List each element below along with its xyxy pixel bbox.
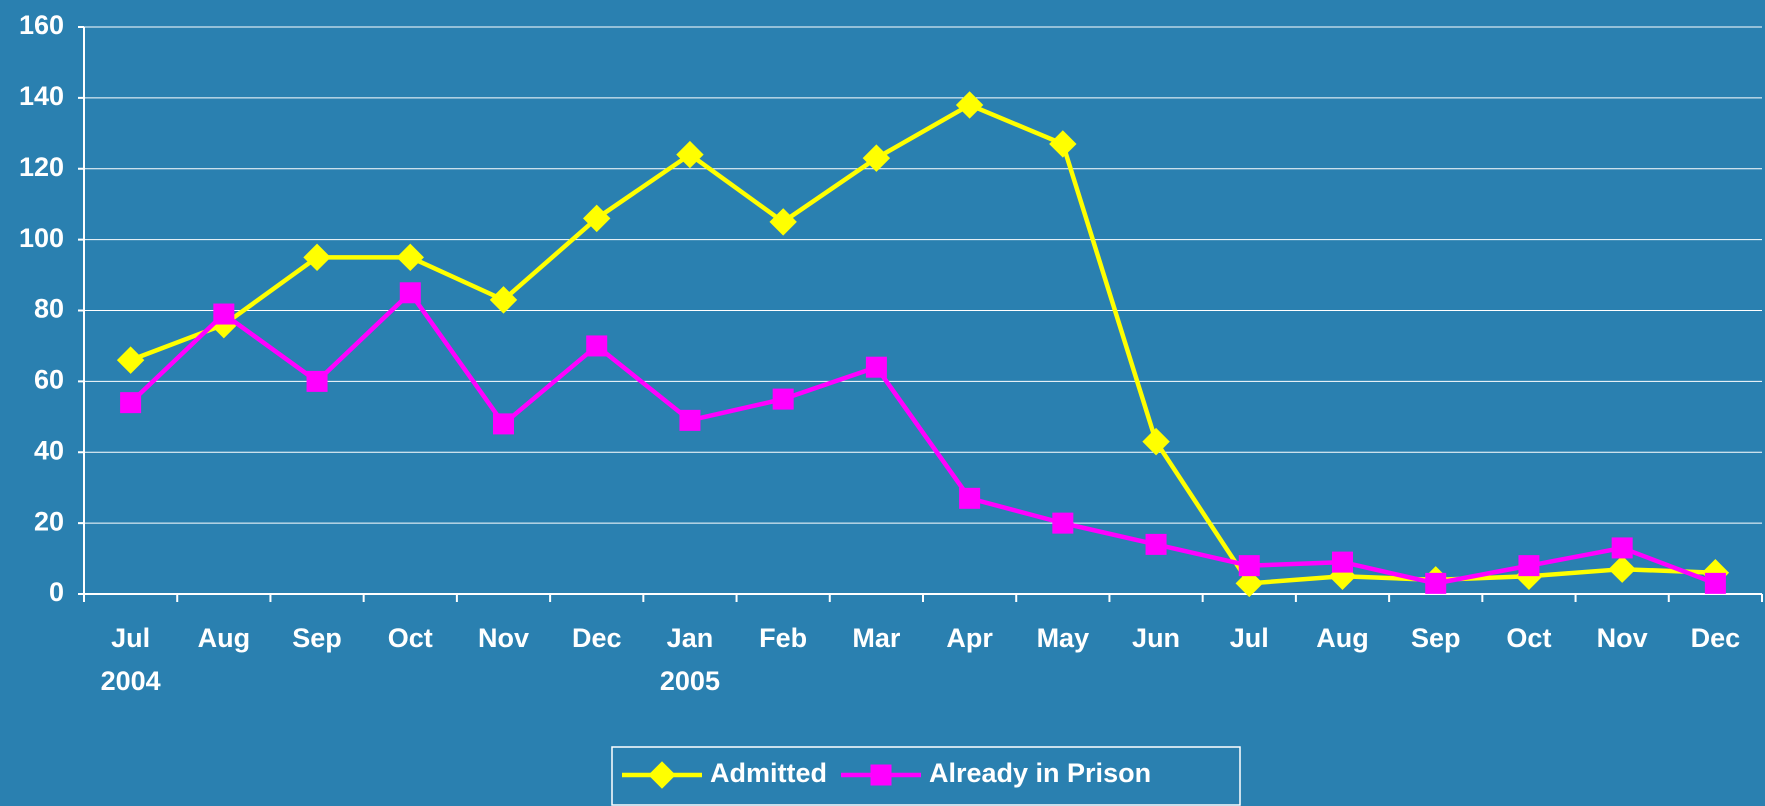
point xyxy=(1238,555,1260,577)
point xyxy=(1332,551,1353,573)
point xyxy=(1611,537,1633,559)
point xyxy=(303,243,331,272)
point xyxy=(865,356,887,378)
point xyxy=(493,413,514,435)
point xyxy=(306,370,328,392)
y-tick-label: 80 xyxy=(34,294,64,324)
point xyxy=(1145,533,1167,555)
y-tick-label: 120 xyxy=(19,152,64,182)
point xyxy=(1052,512,1074,534)
point xyxy=(1235,569,1263,598)
x-tick-label: Mar xyxy=(852,623,901,653)
x-tick-label: Aug xyxy=(198,623,250,653)
legend-label: Already in Prison xyxy=(929,758,1151,788)
point xyxy=(399,282,421,304)
point xyxy=(120,392,142,414)
y-tick-label: 20 xyxy=(34,506,64,536)
x-tick-label: Feb xyxy=(759,623,807,653)
y-tick-label: 40 xyxy=(34,435,64,465)
point xyxy=(1425,572,1447,594)
legend-box xyxy=(611,746,1241,806)
point xyxy=(1049,130,1077,158)
x-tick-label: Oct xyxy=(388,623,433,653)
y-tick-label: 140 xyxy=(19,81,64,111)
point xyxy=(116,346,145,374)
x-tick-label: Dec xyxy=(572,623,622,653)
point xyxy=(772,388,794,410)
x-tick-label: Sep xyxy=(292,623,342,653)
series-line xyxy=(129,102,1716,586)
point xyxy=(1704,572,1726,594)
y-tick-label: 0 xyxy=(49,577,64,607)
x-tick-label: Jan xyxy=(667,623,714,653)
point xyxy=(1142,427,1170,456)
point xyxy=(862,144,891,172)
series-line xyxy=(129,290,1717,586)
point xyxy=(586,335,608,357)
x-tick-label: Sep xyxy=(1411,623,1461,653)
point xyxy=(1518,555,1540,577)
x-tick-label: Nov xyxy=(478,623,529,653)
point xyxy=(769,208,797,236)
point xyxy=(583,204,611,233)
x-tick-label: Aug xyxy=(1316,623,1368,653)
x-tick-label: Jul xyxy=(111,623,150,653)
point xyxy=(679,409,701,431)
year-label: 2004 xyxy=(101,666,161,696)
point xyxy=(955,91,984,119)
legend-label: Admitted xyxy=(710,758,827,788)
y-tick-label: 160 xyxy=(19,10,64,40)
x-tick-label: Jun xyxy=(1132,623,1180,653)
point xyxy=(396,243,424,272)
point xyxy=(489,286,518,314)
legend-marker xyxy=(870,764,892,786)
legend-marker xyxy=(648,761,676,789)
x-tick-label: Dec xyxy=(1691,623,1741,653)
point xyxy=(676,140,704,169)
year-label: 2005 xyxy=(660,666,720,696)
point xyxy=(213,303,235,325)
x-tick-label: Nov xyxy=(1597,623,1648,653)
x-tick-label: May xyxy=(1037,623,1090,653)
x-tick-label: Apr xyxy=(946,623,993,653)
y-tick-label: 60 xyxy=(34,365,64,395)
x-tick-label: Jul xyxy=(1230,623,1269,653)
y-tick-label: 100 xyxy=(19,223,64,253)
x-tick-label: Oct xyxy=(1506,623,1551,653)
point xyxy=(1608,555,1636,583)
point xyxy=(959,487,981,509)
